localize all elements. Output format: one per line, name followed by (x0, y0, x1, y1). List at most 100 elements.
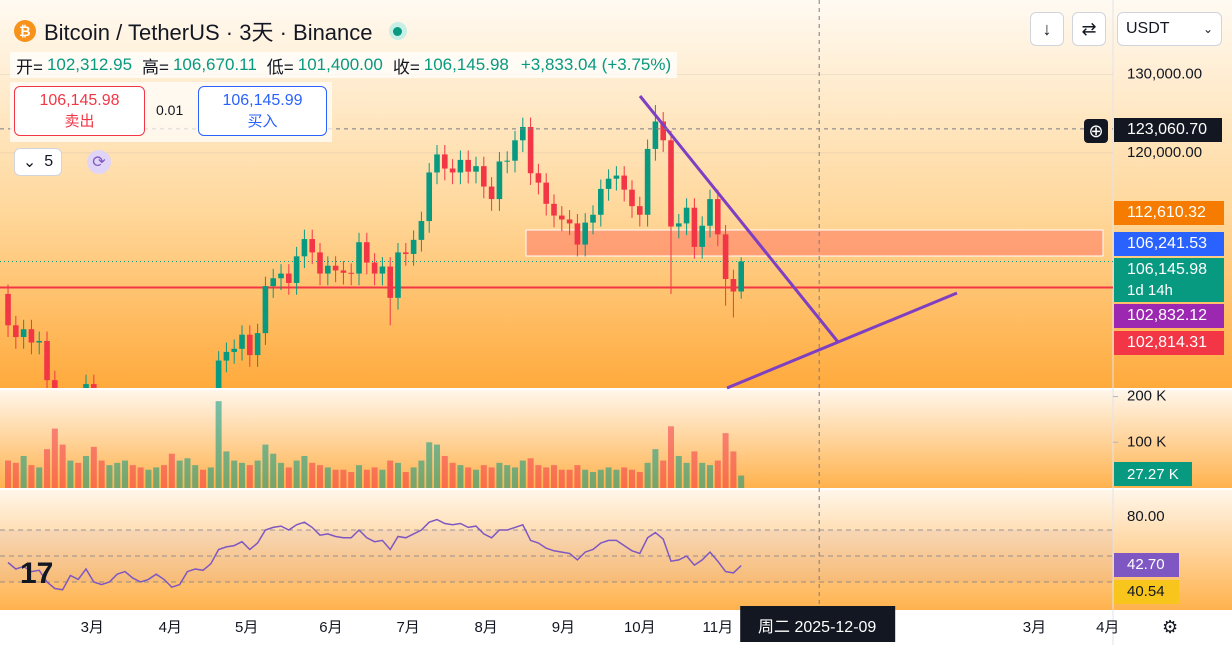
candle-body (535, 173, 542, 183)
volume-bar (426, 442, 433, 488)
candle-body (36, 340, 43, 343)
volume-bar (441, 456, 448, 488)
volume-bar (20, 456, 27, 488)
candle-body (387, 266, 394, 298)
sell-button[interactable]: 106,145.98 卖出 (14, 86, 145, 136)
candle-body (332, 265, 339, 271)
x-tick-label: 10月 (624, 619, 656, 636)
rsi-tick-label: 80.00 (1127, 508, 1165, 525)
volume-bar (621, 467, 628, 488)
volume-bar (168, 453, 175, 488)
volume-bar (371, 467, 378, 488)
countdown: 1d 14h (1127, 282, 1173, 299)
candle-body (91, 384, 97, 388)
candle-body (317, 252, 323, 274)
indicator-toggle[interactable]: ⌄ 5 (14, 148, 62, 176)
price-tag (1114, 201, 1224, 225)
volume-bar (28, 465, 35, 488)
price-tag (1114, 258, 1224, 302)
volume-bar (114, 462, 121, 488)
volume-bar (660, 460, 667, 488)
volume-bar (667, 426, 674, 488)
buy-button[interactable]: 106,145.99 买入 (198, 86, 327, 136)
volume-bar (106, 465, 113, 488)
volume-bar (5, 460, 12, 488)
candle-body (426, 172, 433, 222)
candle-body (83, 384, 89, 388)
volume-bar (332, 469, 339, 488)
candle-body (644, 148, 651, 215)
candle-body (395, 252, 401, 298)
symbol-row: ₿ Bitcoin / TetherUS · 3天 · Binance (14, 12, 407, 50)
candle-body (481, 166, 487, 187)
volume-bar (410, 467, 417, 488)
settings-icon[interactable]: ⚙ (1162, 617, 1179, 637)
candle-body (668, 140, 674, 227)
candle-body (691, 207, 698, 247)
volume-bar (340, 469, 347, 488)
candle-body (239, 334, 245, 349)
volume-bar (207, 467, 214, 488)
volume-bar (597, 469, 604, 488)
volume-bar (161, 465, 168, 488)
candle-body (247, 334, 253, 356)
candle-body (730, 279, 737, 292)
candle-body (13, 325, 19, 338)
candle-body (543, 182, 550, 204)
currency: USDT (1126, 20, 1170, 37)
volume-bar (605, 467, 612, 488)
candle-body (660, 121, 666, 141)
candle-body (605, 178, 612, 189)
candle-body (598, 188, 604, 215)
candle-body (613, 175, 620, 179)
ohlc-label: 低= (266, 57, 294, 77)
volume-bar (730, 451, 737, 488)
volume-bar (488, 467, 495, 488)
volume-bar (75, 462, 82, 488)
price-tag-label: 106,145.98 (1127, 261, 1207, 278)
ohlc-value: 106,145.98 (423, 55, 509, 74)
volume-bar (129, 465, 136, 488)
volume-bar (223, 451, 230, 488)
volume-bar (636, 472, 643, 488)
rsi-tag (1114, 553, 1179, 577)
x-tick-label: 3月 (81, 619, 104, 636)
price-layer (0, 105, 1113, 388)
x-tick-label: 4月 (1096, 619, 1119, 636)
volume-bar (215, 401, 222, 488)
volume-bar (12, 462, 19, 488)
volume-bar (356, 465, 363, 488)
download-button[interactable]: ↓ (1030, 12, 1064, 46)
candle-body (652, 121, 659, 149)
ohlc-label: 开= (16, 57, 43, 77)
refresh-icon[interactable]: ⟳ (87, 150, 111, 174)
volume-bar (738, 475, 745, 488)
volume-bar (324, 467, 331, 488)
candle-body (582, 222, 589, 245)
candle-body (293, 256, 300, 283)
price-tag (1114, 304, 1224, 328)
candle-body (286, 273, 292, 283)
candle-body (379, 266, 386, 274)
candle-body (504, 160, 511, 162)
volume-bar (122, 460, 129, 488)
time-axis (0, 610, 1232, 645)
ohlc-label: 高= (142, 57, 169, 77)
swap-button[interactable]: ⇄ (1072, 12, 1106, 46)
volume-bar (363, 469, 370, 488)
add-alert[interactable]: ⊕ (1084, 119, 1108, 143)
x-tick-label: 7月 (396, 619, 419, 636)
volume-bar (387, 460, 394, 488)
volume-bar (192, 465, 199, 488)
candle-body (52, 380, 58, 388)
volume-bar (278, 462, 285, 488)
volume-bar (246, 465, 253, 488)
volume-tag-label: 27.27 K (1127, 466, 1179, 483)
crosshair-time-box (740, 606, 896, 642)
volume-bar (270, 453, 277, 488)
trend-line (726, 291, 958, 390)
volume-bar (285, 467, 292, 488)
volume-bar (153, 467, 160, 488)
currency-select[interactable]: USDT ⌄ (1117, 12, 1222, 46)
coin-icon: ₿ (14, 20, 36, 42)
